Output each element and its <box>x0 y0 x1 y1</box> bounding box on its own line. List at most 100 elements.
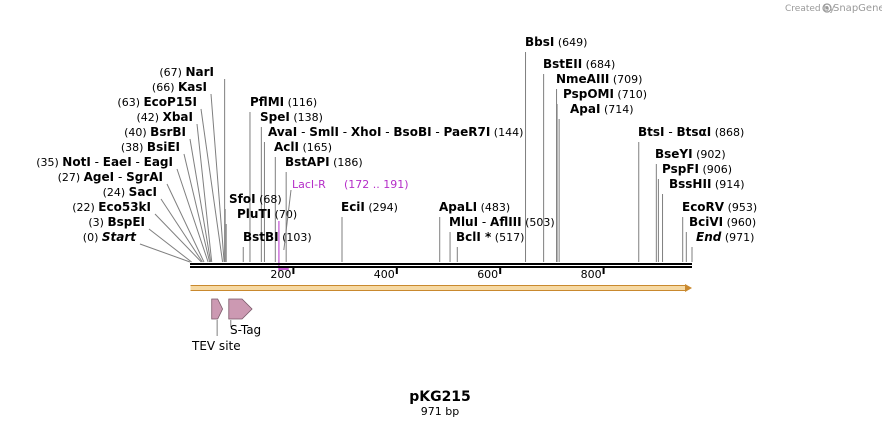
enzyme-label: (63) EcoP15I <box>117 95 197 109</box>
enzyme-site[interactable]: (35) NotI - EaeI - EagI <box>36 155 173 169</box>
enzyme-site[interactable]: BciVI (960) <box>689 215 756 229</box>
enzyme-position: (186) <box>330 156 363 169</box>
enzyme-name: PflMI <box>250 95 284 109</box>
enzyme-site[interactable]: ApaI (714) <box>570 102 634 116</box>
enzyme-name: BclI * <box>456 230 492 244</box>
enzyme-label: MluI - AflIII (503) <box>449 215 555 229</box>
enzyme-position: (138) <box>290 111 323 124</box>
enzyme-site[interactable]: (22) Eco53kI <box>72 200 151 214</box>
enzyme-site[interactable]: MluI - AflIII (503) <box>449 215 555 229</box>
enzyme-site[interactable]: (24) SacI <box>103 185 157 199</box>
enzyme-name: AclI <box>274 140 299 154</box>
enzyme-label: (42) XbaI <box>137 110 193 124</box>
enzyme-site[interactable]: (3) BspEI <box>88 215 145 229</box>
primer-lacI-r[interactable]: LacI-R (172 .. 191) <box>278 178 409 271</box>
enzyme-position: (649) <box>554 36 587 49</box>
enzyme-name: EcoP15I <box>143 95 197 109</box>
enzyme-site[interactable]: PluTI (70) <box>237 207 297 221</box>
enzyme-site[interactable]: PflMI (116) <box>250 95 317 109</box>
enzyme-position: (914) <box>711 178 744 191</box>
enzyme-site[interactable]: BtsI - BtsαI (868) <box>638 125 744 139</box>
enzyme-name: PspOMI <box>563 87 614 101</box>
enzyme-position: (0) <box>83 231 102 244</box>
enzyme-site[interactable]: ApaLI (483) <box>439 200 510 214</box>
enzyme-name: SmlI <box>309 125 339 139</box>
enzyme-leader <box>139 243 191 263</box>
enzyme-site[interactable]: AclI (165) <box>274 140 332 154</box>
enzyme-name: BstEII <box>543 57 582 71</box>
enzyme-site[interactable]: (42) XbaI <box>137 110 193 124</box>
feature-track: TEV site S-Tag <box>191 298 261 353</box>
enzyme-site[interactable]: BssHII (914) <box>669 177 744 191</box>
enzyme-site[interactable]: End (971) <box>696 230 754 244</box>
enzyme-leader <box>176 168 209 263</box>
enzyme-label: ApaI (714) <box>570 102 634 116</box>
enzyme-name: BtsαI <box>676 125 711 139</box>
enzyme-site[interactable]: EciI (294) <box>341 200 398 214</box>
enzyme-name: ApaLI <box>439 200 477 214</box>
enzyme-site[interactable]: (40) BsrBI <box>124 125 186 139</box>
enzyme-label: BstAPI (186) <box>285 155 363 169</box>
enzyme-position: (40) <box>124 126 150 139</box>
enzyme-site[interactable]: (63) EcoP15I <box>117 95 197 109</box>
plasmid-length: 971 bp <box>421 405 459 418</box>
enzyme-name: SgrAI <box>126 170 163 184</box>
enzyme-site[interactable]: (38) BsiEI <box>121 140 180 154</box>
enzyme-name: BbsI <box>525 35 554 49</box>
feature-tev-site[interactable]: TEV site <box>191 298 241 353</box>
enzyme-site[interactable]: (67) NarI <box>159 65 214 79</box>
enzyme-site[interactable]: PspOMI (710) <box>563 87 647 101</box>
enzyme-label: (22) Eco53kI <box>72 200 151 214</box>
enzyme-position: (22) <box>72 201 98 214</box>
enzyme-site[interactable]: BclI * (517) <box>456 230 524 244</box>
enzyme-site[interactable]: (27) AgeI - SgrAI <box>58 170 163 184</box>
enzyme-name: ApaI <box>570 102 600 116</box>
enzyme-site[interactable]: BstBI (103) <box>243 230 312 244</box>
enzyme-label: AclI (165) <box>274 140 332 154</box>
enzyme-label: (3) BspEI <box>88 215 145 229</box>
feature-arrow <box>211 298 224 320</box>
orf-arrow[interactable] <box>190 284 692 292</box>
enzyme-site[interactable]: AvaI - SmlI - XhoI - BsoBI - PaeR7I (144… <box>268 125 523 139</box>
enzyme-name: SpeI <box>260 110 290 124</box>
enzyme-name: SacI <box>129 185 157 199</box>
enzyme-name: EcoRV <box>682 200 725 214</box>
enzyme-position: (24) <box>103 186 129 199</box>
enzyme-name: PluTI <box>237 207 271 221</box>
enzyme-site[interactable]: PspFI (906) <box>662 162 732 176</box>
enzyme-name: BsoBI <box>393 125 431 139</box>
enzyme-label: BstBI (103) <box>243 230 312 244</box>
enzyme-site[interactable]: (0) Start <box>83 230 137 244</box>
enzyme-position: (684) <box>582 58 615 71</box>
enzyme-site[interactable]: SpeI (138) <box>260 110 323 124</box>
enzyme-site[interactable]: BbsI (649) <box>525 35 587 49</box>
enzyme-name: SfoI <box>229 192 256 206</box>
feature-s-tag[interactable]: S-Tag <box>228 298 261 337</box>
enzyme-name: Start <box>102 230 137 244</box>
enzyme-site[interactable]: EcoRV (953) <box>682 200 757 214</box>
enzyme-position: (294) <box>365 201 398 214</box>
enzyme-site[interactable]: BstEII (684) <box>543 57 615 71</box>
enzyme-label: (66) KasI <box>152 80 207 94</box>
enzyme-position: (103) <box>279 231 312 244</box>
enzyme-name: BtsI <box>638 125 665 139</box>
enzyme-name: AvaI <box>268 125 297 139</box>
enzyme-site[interactable]: SfoI (68) <box>229 192 282 206</box>
enzyme-name: NotI <box>62 155 91 169</box>
enzyme-site[interactable]: BstAPI (186) <box>285 155 363 169</box>
enzyme-position: (517) <box>491 231 524 244</box>
enzyme-site[interactable]: NmeAIII (709) <box>556 72 642 86</box>
axis-tick-label: 200 <box>270 268 291 281</box>
enzyme-position: (165) <box>299 141 332 154</box>
enzyme-label: BssHII (914) <box>669 177 744 191</box>
enzyme-labels: (0) Start(3) BspEI(22) Eco53kI(24) SacI(… <box>36 35 757 244</box>
enzyme-name: EciI <box>341 200 365 214</box>
enzyme-site[interactable]: (66) KasI <box>152 80 207 94</box>
snapgene-logo-icon <box>822 3 832 13</box>
enzyme-position: (971) <box>721 231 754 244</box>
enzyme-site[interactable]: BseYI (902) <box>655 147 726 161</box>
enzyme-leader <box>166 183 205 263</box>
enzyme-leader <box>210 93 225 263</box>
enzyme-name: NmeAIII <box>556 72 609 86</box>
enzyme-label: (35) NotI - EaeI - EagI <box>36 155 173 169</box>
